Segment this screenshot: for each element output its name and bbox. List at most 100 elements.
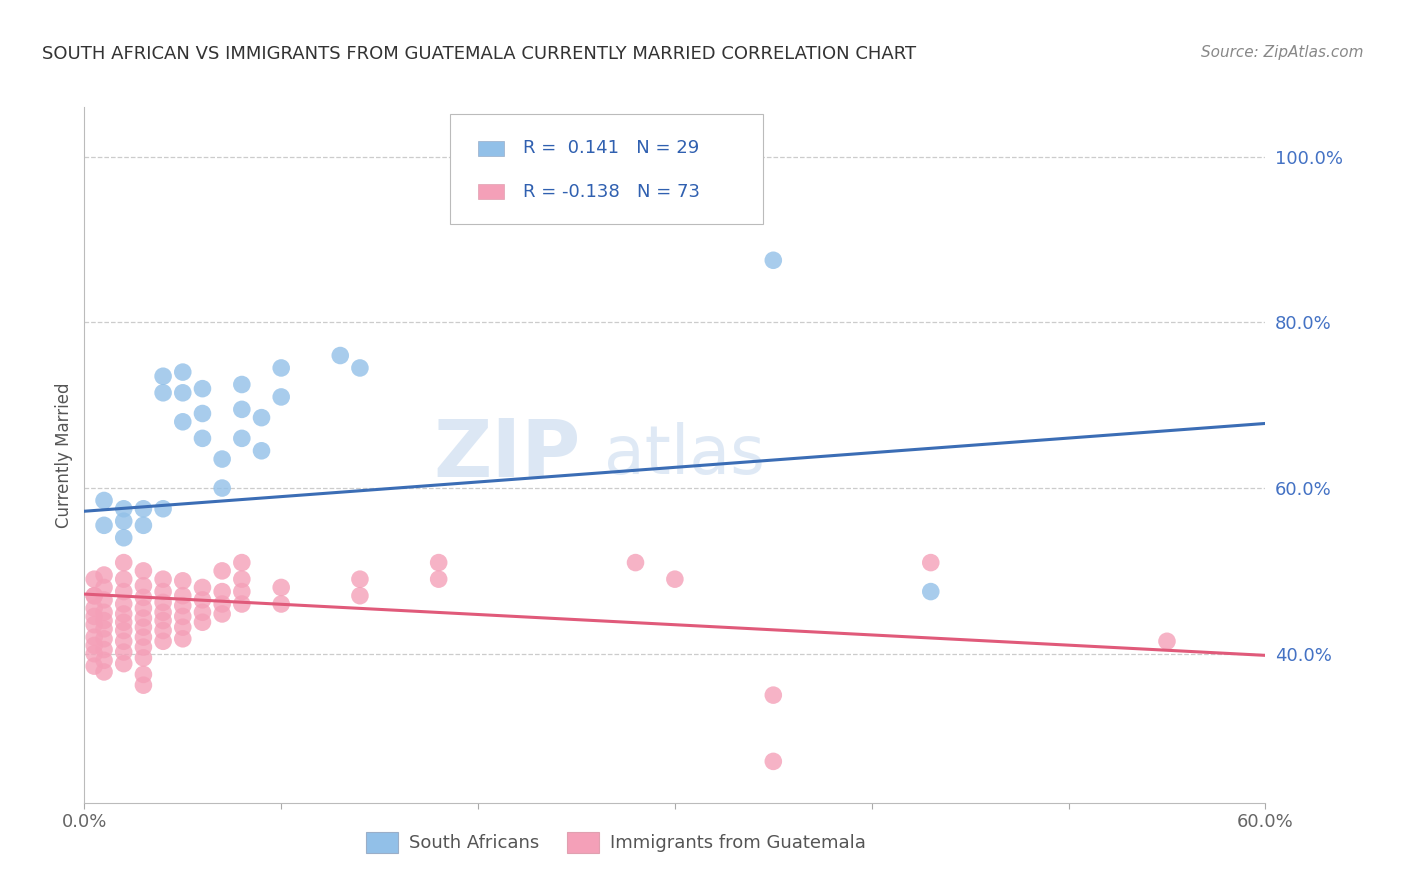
- Point: [762, 755, 785, 769]
- Point: [132, 518, 155, 533]
- Point: [132, 611, 155, 625]
- Point: [152, 369, 174, 384]
- Point: [112, 607, 135, 621]
- Point: [93, 632, 115, 646]
- Point: [112, 501, 135, 516]
- Point: [132, 591, 155, 605]
- Point: [132, 678, 155, 692]
- FancyBboxPatch shape: [478, 141, 503, 156]
- Point: [152, 634, 174, 648]
- Point: [93, 642, 115, 657]
- Point: [211, 584, 233, 599]
- Point: [93, 493, 115, 508]
- Point: [270, 360, 292, 375]
- Point: [231, 597, 253, 611]
- Text: R = -0.138   N = 73: R = -0.138 N = 73: [523, 183, 700, 201]
- Point: [191, 592, 214, 607]
- Point: [624, 556, 647, 570]
- Point: [132, 601, 155, 615]
- Point: [191, 407, 214, 421]
- FancyBboxPatch shape: [450, 114, 763, 224]
- Point: [152, 614, 174, 628]
- Point: [172, 609, 194, 624]
- Point: [93, 653, 115, 667]
- Point: [211, 564, 233, 578]
- Point: [112, 556, 135, 570]
- Point: [270, 581, 292, 595]
- Point: [270, 597, 292, 611]
- Point: [132, 620, 155, 634]
- Point: [93, 605, 115, 619]
- Point: [93, 614, 115, 628]
- Point: [83, 589, 105, 603]
- Text: SOUTH AFRICAN VS IMMIGRANTS FROM GUATEMALA CURRENTLY MARRIED CORRELATION CHART: SOUTH AFRICAN VS IMMIGRANTS FROM GUATEMA…: [42, 45, 917, 62]
- Point: [231, 556, 253, 570]
- Y-axis label: Currently Married: Currently Married: [55, 382, 73, 528]
- Text: atlas: atlas: [605, 422, 765, 488]
- Point: [172, 632, 194, 646]
- Point: [112, 634, 135, 648]
- Point: [83, 609, 105, 624]
- Point: [231, 584, 253, 599]
- Point: [231, 431, 253, 445]
- Point: [112, 531, 135, 545]
- Point: [152, 385, 174, 400]
- Point: [83, 617, 105, 632]
- Text: ZIP: ZIP: [433, 416, 581, 494]
- Point: [152, 572, 174, 586]
- Point: [211, 597, 233, 611]
- Point: [112, 645, 135, 659]
- Point: [349, 589, 371, 603]
- Point: [762, 688, 785, 702]
- Point: [132, 651, 155, 665]
- Text: Source: ZipAtlas.com: Source: ZipAtlas.com: [1201, 45, 1364, 60]
- Point: [83, 647, 105, 661]
- Point: [112, 615, 135, 630]
- Point: [132, 630, 155, 644]
- Point: [152, 605, 174, 619]
- Point: [920, 556, 942, 570]
- Point: [349, 572, 371, 586]
- Point: [152, 624, 174, 638]
- Point: [250, 410, 273, 425]
- Point: [231, 572, 253, 586]
- Point: [762, 253, 785, 268]
- Point: [349, 360, 371, 375]
- Point: [172, 574, 194, 588]
- Point: [83, 659, 105, 673]
- Point: [172, 365, 194, 379]
- Point: [93, 622, 115, 636]
- Point: [211, 607, 233, 621]
- Text: R =  0.141   N = 29: R = 0.141 N = 29: [523, 139, 699, 157]
- Point: [152, 584, 174, 599]
- Point: [83, 589, 105, 603]
- Point: [231, 377, 253, 392]
- Point: [112, 657, 135, 671]
- Point: [132, 564, 155, 578]
- Point: [172, 599, 194, 613]
- Point: [93, 581, 115, 595]
- Point: [427, 572, 450, 586]
- Point: [93, 518, 115, 533]
- Point: [191, 615, 214, 630]
- Point: [132, 579, 155, 593]
- Point: [250, 443, 273, 458]
- Point: [920, 584, 942, 599]
- Point: [93, 592, 115, 607]
- Point: [172, 589, 194, 603]
- Point: [172, 385, 194, 400]
- Point: [112, 572, 135, 586]
- Point: [112, 514, 135, 528]
- Point: [427, 556, 450, 570]
- Point: [329, 349, 352, 363]
- Point: [191, 382, 214, 396]
- Point: [112, 624, 135, 638]
- Point: [83, 630, 105, 644]
- Point: [231, 402, 253, 417]
- Point: [270, 390, 292, 404]
- Point: [191, 605, 214, 619]
- Legend: South Africans, Immigrants from Guatemala: South Africans, Immigrants from Guatemal…: [359, 824, 873, 860]
- Point: [112, 584, 135, 599]
- Point: [93, 568, 115, 582]
- Point: [191, 581, 214, 595]
